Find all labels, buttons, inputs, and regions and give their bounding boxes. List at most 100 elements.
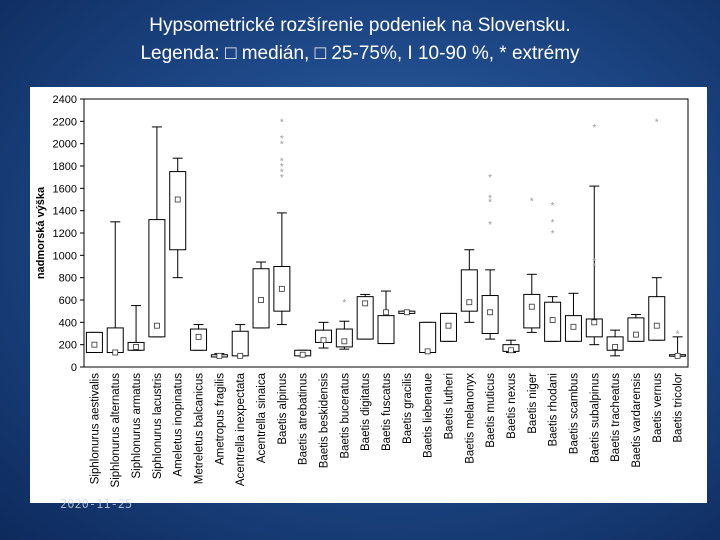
median-marker <box>487 309 494 316</box>
category-label: Siphlonurus lacustris <box>152 373 164 479</box>
y-tick-label: 2200 <box>53 116 77 128</box>
y-tick-label: 2400 <box>53 94 77 106</box>
median-marker <box>153 322 160 329</box>
median-marker <box>133 343 139 350</box>
y-tick-label: 1600 <box>53 183 77 195</box>
y-tick-label: 1200 <box>53 228 77 240</box>
outlier-marker: * <box>530 197 534 208</box>
iqr-box <box>606 336 624 351</box>
title-legend-line: Legenda: □ medián, □ 25-75%, I 10-90 %, … <box>140 43 580 64</box>
category-label: Siphlonurus armatus <box>131 373 143 479</box>
median-marker <box>528 303 535 310</box>
category-label: Baetis scambus <box>568 373 580 454</box>
iqr-box <box>356 296 374 340</box>
median-marker <box>403 309 410 316</box>
category-label: Baetis vardarensis <box>631 373 643 468</box>
category-label: Baetis tracheatus <box>610 373 622 462</box>
category-label: Baetis tricolor <box>673 373 685 443</box>
date-footer: 2020-11-25 <box>60 497 133 511</box>
median-marker <box>383 309 389 316</box>
iqr-box <box>523 293 541 329</box>
outlier-marker: * <box>280 168 284 179</box>
y-tick-label: 2000 <box>53 139 77 151</box>
outlier-marker: * <box>280 156 284 167</box>
outlier-marker: * <box>280 140 284 151</box>
median-marker <box>195 333 202 340</box>
category-label: Metreletus balcanicus <box>194 373 206 484</box>
category-label: Baetis rhodani <box>548 373 560 447</box>
category-label: Baetis lutheri <box>443 373 455 439</box>
y-tick-label: 800 <box>59 273 77 285</box>
outlier-marker: * <box>488 173 492 184</box>
iqr-box <box>627 317 645 342</box>
iqr-box <box>231 330 249 357</box>
category-label: Baetis alpinus <box>277 373 289 445</box>
category-label: Baetis melanonyx <box>464 373 476 464</box>
median-marker <box>653 322 660 329</box>
outlier-marker: * <box>280 117 284 128</box>
iqr-box <box>419 321 437 353</box>
category-label: Baetis atrebatinus <box>298 373 310 465</box>
median-marker <box>466 299 473 306</box>
median-marker <box>445 322 452 329</box>
outlier-marker: * <box>280 134 284 145</box>
median-marker <box>549 317 556 324</box>
median-marker <box>341 338 348 345</box>
iqr-box <box>648 296 666 341</box>
outlier-marker: * <box>488 198 492 209</box>
median-marker <box>237 352 244 359</box>
outlier-marker: * <box>592 257 596 268</box>
iqr-box <box>148 219 166 338</box>
iqr-box <box>335 328 353 348</box>
outlier-marker: * <box>488 193 492 204</box>
category-label: Baetis muticus <box>485 373 497 448</box>
iqr-box <box>460 269 478 312</box>
category-label: Ametropus fragilis <box>214 373 226 465</box>
iqr-box <box>106 327 124 353</box>
category-label: Acentrella sinaica <box>256 372 268 463</box>
iqr-box <box>585 318 603 338</box>
outlier-marker: * <box>592 123 596 134</box>
median-marker <box>570 323 577 330</box>
category-label: Ameletus inopinatus <box>173 373 185 477</box>
outlier-marker: * <box>551 229 555 240</box>
y-tick-label: 0 <box>71 362 77 374</box>
title-line-1: Hypsometrické rozšírenie podeniek na Slo… <box>149 15 571 36</box>
category-label: Baetis liebenaue <box>423 373 435 458</box>
outlier-marker: * <box>488 220 492 231</box>
category-label: Siphlonurus aestivalis <box>89 373 101 484</box>
median-marker <box>278 285 285 292</box>
category-label: Baetis subalpinus <box>589 373 601 463</box>
median-marker <box>424 348 431 355</box>
median-marker <box>591 319 598 326</box>
category-label: Baetis gracilis <box>402 373 414 444</box>
median-marker <box>216 352 223 359</box>
outlier-marker: * <box>280 173 284 184</box>
boxplot-chart: 0 200 400 600 800 1000 1200 1400 1600 1800 2000 220… <box>35 94 689 487</box>
y-tick-label: 600 <box>59 295 77 307</box>
outlier-marker: * <box>551 218 555 229</box>
y-tick-label: 200 <box>59 340 77 352</box>
category-label: Acentrella inexpectata <box>235 372 247 486</box>
category-label: Baetis fuscatus <box>381 373 393 451</box>
y-tick-label: 1000 <box>53 250 77 262</box>
median-marker <box>299 351 306 358</box>
chart-panel: 0 200 400 600 800 1000 1200 1400 1600 1800 2000 220… <box>30 87 707 503</box>
outlier-marker: * <box>592 263 596 274</box>
median-marker <box>320 337 327 344</box>
slide-title: Hypsometrické rozšírenie podeniek na Slo… <box>0 12 720 68</box>
median-marker <box>112 349 119 356</box>
outlier-marker: * <box>655 117 659 128</box>
median-marker <box>633 331 639 338</box>
outlier-marker: * <box>551 201 555 212</box>
category-label: Baetis buceratus <box>339 373 351 459</box>
median-marker <box>362 300 369 307</box>
y-tick-label: 1800 <box>53 161 77 173</box>
category-label: Baetis vernus <box>652 373 664 443</box>
outlier-marker: * <box>676 330 680 341</box>
category-label: Baetis niger <box>527 373 539 434</box>
outlier-marker: * <box>342 298 346 309</box>
median-marker <box>508 347 514 354</box>
category-label: Baetis digitatus <box>360 373 372 451</box>
iqr-box <box>377 315 395 345</box>
